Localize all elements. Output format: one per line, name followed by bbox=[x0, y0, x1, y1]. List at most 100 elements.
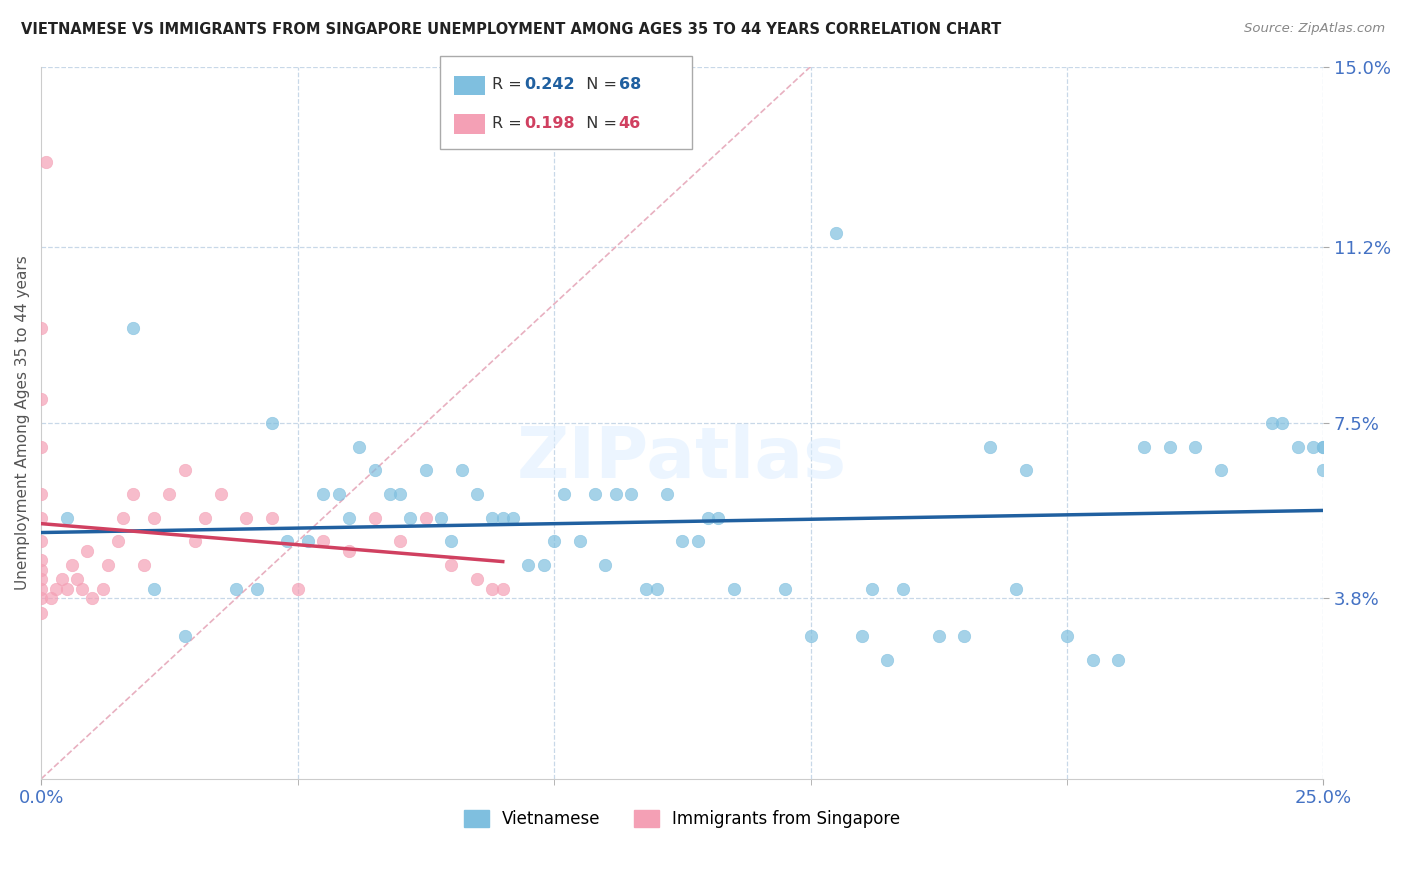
Point bbox=[312, 487, 335, 501]
Point bbox=[707, 510, 730, 524]
Point bbox=[1261, 416, 1284, 430]
Point bbox=[30, 591, 52, 606]
Point bbox=[553, 487, 575, 501]
Point bbox=[287, 582, 309, 596]
Point bbox=[415, 463, 437, 477]
Point bbox=[1209, 463, 1232, 477]
Point bbox=[440, 558, 463, 573]
Point bbox=[1312, 440, 1334, 454]
Point bbox=[1004, 582, 1026, 596]
Point bbox=[399, 510, 422, 524]
Point bbox=[107, 534, 129, 549]
Point bbox=[70, 582, 93, 596]
Point bbox=[723, 582, 745, 596]
Point bbox=[143, 582, 166, 596]
Point bbox=[953, 630, 976, 644]
Point bbox=[97, 558, 120, 573]
Text: N =: N = bbox=[576, 78, 623, 92]
Point bbox=[465, 487, 488, 501]
Point bbox=[173, 463, 195, 477]
Point bbox=[1312, 463, 1334, 477]
Point bbox=[35, 154, 58, 169]
Point bbox=[122, 320, 145, 334]
Point bbox=[415, 510, 437, 524]
Point bbox=[51, 573, 73, 587]
Point bbox=[143, 510, 166, 524]
Point bbox=[1107, 653, 1129, 667]
Point bbox=[30, 582, 52, 596]
Point bbox=[30, 606, 52, 620]
Point bbox=[799, 630, 821, 644]
Point bbox=[225, 582, 247, 596]
Text: 46: 46 bbox=[619, 116, 641, 130]
Point bbox=[481, 582, 503, 596]
Point bbox=[492, 582, 515, 596]
Point bbox=[41, 591, 63, 606]
Point bbox=[157, 487, 180, 501]
Point bbox=[502, 510, 524, 524]
Point bbox=[55, 582, 77, 596]
Point bbox=[30, 573, 52, 587]
Point bbox=[1015, 463, 1038, 477]
Point bbox=[860, 582, 883, 596]
Point bbox=[209, 487, 232, 501]
Point bbox=[30, 553, 52, 567]
Point bbox=[112, 510, 135, 524]
Point bbox=[430, 510, 453, 524]
Point bbox=[568, 534, 591, 549]
Text: Source: ZipAtlas.com: Source: ZipAtlas.com bbox=[1244, 22, 1385, 36]
Text: VIETNAMESE VS IMMIGRANTS FROM SINGAPORE UNEMPLOYMENT AMONG AGES 35 TO 44 YEARS C: VIETNAMESE VS IMMIGRANTS FROM SINGAPORE … bbox=[21, 22, 1001, 37]
Point bbox=[1081, 653, 1104, 667]
Y-axis label: Unemployment Among Ages 35 to 44 years: Unemployment Among Ages 35 to 44 years bbox=[15, 255, 30, 591]
Point bbox=[30, 534, 52, 549]
Point bbox=[347, 440, 370, 454]
Point bbox=[876, 653, 898, 667]
Point bbox=[1056, 630, 1078, 644]
Point bbox=[91, 582, 114, 596]
Point bbox=[363, 510, 385, 524]
Point bbox=[30, 320, 52, 334]
Point bbox=[450, 463, 472, 477]
Point bbox=[655, 487, 678, 501]
Point bbox=[1286, 440, 1309, 454]
Point bbox=[378, 487, 401, 501]
Point bbox=[337, 510, 360, 524]
Point bbox=[1184, 440, 1206, 454]
Point bbox=[686, 534, 709, 549]
Point bbox=[891, 582, 914, 596]
Point bbox=[1159, 440, 1181, 454]
Point bbox=[173, 630, 195, 644]
Point bbox=[76, 544, 98, 558]
Point bbox=[697, 510, 720, 524]
Text: R =: R = bbox=[492, 116, 527, 130]
Point bbox=[337, 544, 360, 558]
Point bbox=[636, 582, 658, 596]
Point bbox=[671, 534, 693, 549]
Point bbox=[30, 563, 52, 577]
Point bbox=[543, 534, 565, 549]
Text: 0.242: 0.242 bbox=[524, 78, 575, 92]
Point bbox=[297, 534, 319, 549]
Point bbox=[245, 582, 267, 596]
Text: 68: 68 bbox=[619, 78, 641, 92]
Point bbox=[645, 582, 668, 596]
Point bbox=[30, 510, 52, 524]
Point bbox=[30, 392, 52, 406]
Point bbox=[533, 558, 555, 573]
Point bbox=[620, 487, 643, 501]
Point bbox=[481, 510, 503, 524]
Point bbox=[328, 487, 350, 501]
Point bbox=[517, 558, 540, 573]
Point bbox=[132, 558, 155, 573]
Point bbox=[825, 226, 848, 240]
Point bbox=[389, 534, 412, 549]
Point bbox=[389, 487, 412, 501]
Point bbox=[260, 510, 283, 524]
Point bbox=[30, 487, 52, 501]
Point bbox=[276, 534, 298, 549]
Point bbox=[45, 582, 67, 596]
Point bbox=[605, 487, 627, 501]
Point bbox=[465, 573, 488, 587]
Point bbox=[55, 510, 77, 524]
Point bbox=[492, 510, 515, 524]
